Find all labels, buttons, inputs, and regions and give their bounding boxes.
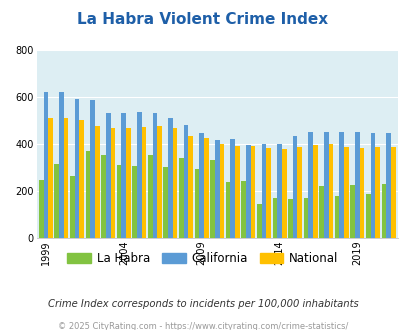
Bar bbox=[214, 140, 219, 238]
Legend: La Habra, California, National: La Habra, California, National bbox=[62, 247, 343, 270]
Bar bbox=[339, 132, 343, 238]
Bar bbox=[54, 164, 59, 238]
Bar bbox=[64, 118, 68, 238]
Bar bbox=[292, 137, 297, 238]
Bar bbox=[261, 144, 266, 238]
Bar bbox=[141, 127, 146, 238]
Bar bbox=[312, 145, 317, 238]
Bar bbox=[199, 133, 203, 238]
Bar bbox=[152, 113, 157, 238]
Bar bbox=[183, 125, 188, 238]
Bar bbox=[126, 128, 130, 238]
Bar bbox=[359, 148, 364, 238]
Bar bbox=[350, 185, 354, 238]
Bar bbox=[225, 182, 230, 238]
Bar bbox=[179, 158, 183, 238]
Bar bbox=[307, 132, 312, 238]
Bar bbox=[121, 113, 126, 238]
Bar bbox=[381, 183, 385, 238]
Bar bbox=[266, 148, 270, 238]
Bar bbox=[288, 199, 292, 238]
Bar bbox=[323, 132, 328, 238]
Bar bbox=[277, 144, 281, 238]
Text: Crime Index corresponds to incidents per 100,000 inhabitants: Crime Index corresponds to incidents per… bbox=[47, 299, 358, 309]
Bar bbox=[210, 160, 214, 238]
Bar bbox=[110, 128, 115, 238]
Bar bbox=[188, 137, 193, 238]
Bar bbox=[385, 133, 390, 238]
Bar bbox=[173, 128, 177, 238]
Bar bbox=[250, 146, 255, 238]
Bar bbox=[132, 166, 136, 238]
Bar bbox=[95, 126, 99, 238]
Bar bbox=[365, 194, 370, 238]
Bar bbox=[43, 92, 48, 238]
Bar bbox=[39, 180, 43, 238]
Bar bbox=[281, 149, 286, 238]
Bar bbox=[85, 150, 90, 238]
Bar bbox=[194, 169, 199, 238]
Bar bbox=[245, 145, 250, 238]
Bar bbox=[343, 147, 348, 238]
Bar bbox=[168, 118, 173, 238]
Bar bbox=[106, 113, 110, 238]
Bar bbox=[147, 155, 152, 238]
Bar bbox=[75, 99, 79, 238]
Bar bbox=[219, 144, 224, 238]
Bar bbox=[303, 198, 307, 238]
Bar bbox=[256, 204, 261, 238]
Bar bbox=[390, 147, 394, 238]
Bar bbox=[354, 132, 359, 238]
Bar bbox=[334, 196, 339, 238]
Text: La Habra Violent Crime Index: La Habra Violent Crime Index bbox=[77, 12, 328, 26]
Bar bbox=[48, 118, 53, 238]
Bar bbox=[90, 100, 95, 238]
Bar bbox=[318, 186, 323, 238]
Bar bbox=[59, 92, 64, 238]
Bar bbox=[297, 147, 301, 238]
Bar bbox=[234, 146, 239, 238]
Bar bbox=[136, 112, 141, 238]
Bar bbox=[203, 138, 208, 238]
Bar bbox=[157, 126, 162, 238]
Bar bbox=[370, 133, 374, 238]
Bar bbox=[328, 144, 333, 238]
Bar bbox=[230, 139, 234, 238]
Bar bbox=[70, 177, 75, 238]
Bar bbox=[374, 147, 379, 238]
Bar bbox=[163, 167, 168, 238]
Bar bbox=[101, 155, 106, 238]
Bar bbox=[272, 198, 277, 238]
Bar bbox=[117, 165, 121, 238]
Text: © 2025 CityRating.com - https://www.cityrating.com/crime-statistics/: © 2025 CityRating.com - https://www.city… bbox=[58, 322, 347, 330]
Bar bbox=[79, 120, 84, 238]
Bar bbox=[241, 181, 245, 238]
